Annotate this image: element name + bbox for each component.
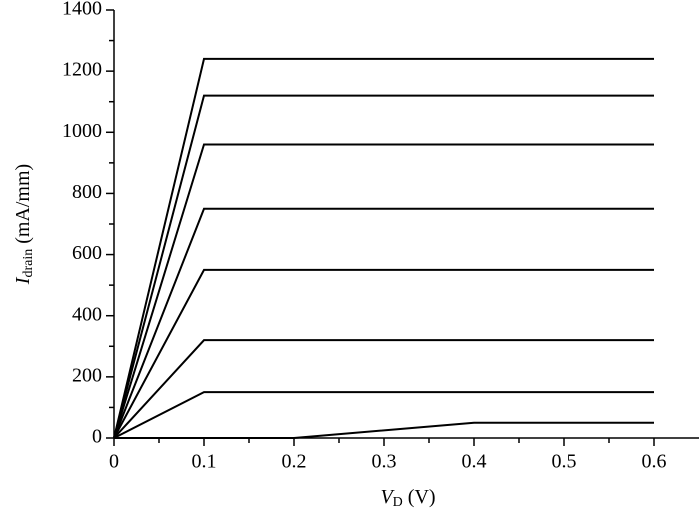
- x-label-sub: D: [393, 495, 403, 510]
- x-label-unit: (V): [408, 486, 436, 508]
- y-tick-label: 600: [72, 242, 102, 264]
- x-label-main: V: [380, 486, 395, 508]
- series-line: [114, 421, 654, 439]
- y-tick-label: 1400: [62, 0, 102, 20]
- series-line: [113, 94, 654, 439]
- y-tick-label: 800: [72, 181, 102, 203]
- y-label-main: I: [12, 276, 34, 285]
- series-line: [113, 207, 654, 439]
- series-line: [113, 391, 654, 439]
- series-line: [113, 143, 654, 439]
- x-tick-label: 0.3: [372, 451, 397, 473]
- y-label-sub: drain: [21, 249, 36, 278]
- x-tick-label: 0.1: [192, 451, 217, 473]
- y-label-unit: (mA/mm): [12, 164, 34, 244]
- series-line: [113, 339, 654, 439]
- y-tick-label: 1000: [62, 120, 102, 142]
- x-axis-label: VD (V): [380, 486, 435, 511]
- y-tick-label: 200: [72, 364, 102, 386]
- x-tick-label: 0.6: [642, 451, 667, 473]
- y-tick-label: 1200: [62, 59, 102, 81]
- y-tick-label: 400: [72, 303, 102, 325]
- x-tick-label: 0.2: [282, 451, 307, 473]
- x-tick-label: 0: [109, 451, 119, 473]
- series-line: [113, 268, 654, 439]
- y-axis-label: Idrain (mA/mm): [12, 164, 37, 285]
- y-tick-label: 0: [92, 426, 102, 448]
- x-tick-label: 0.4: [462, 451, 487, 473]
- x-tick-label: 0.5: [552, 451, 577, 473]
- series-line: [113, 57, 654, 439]
